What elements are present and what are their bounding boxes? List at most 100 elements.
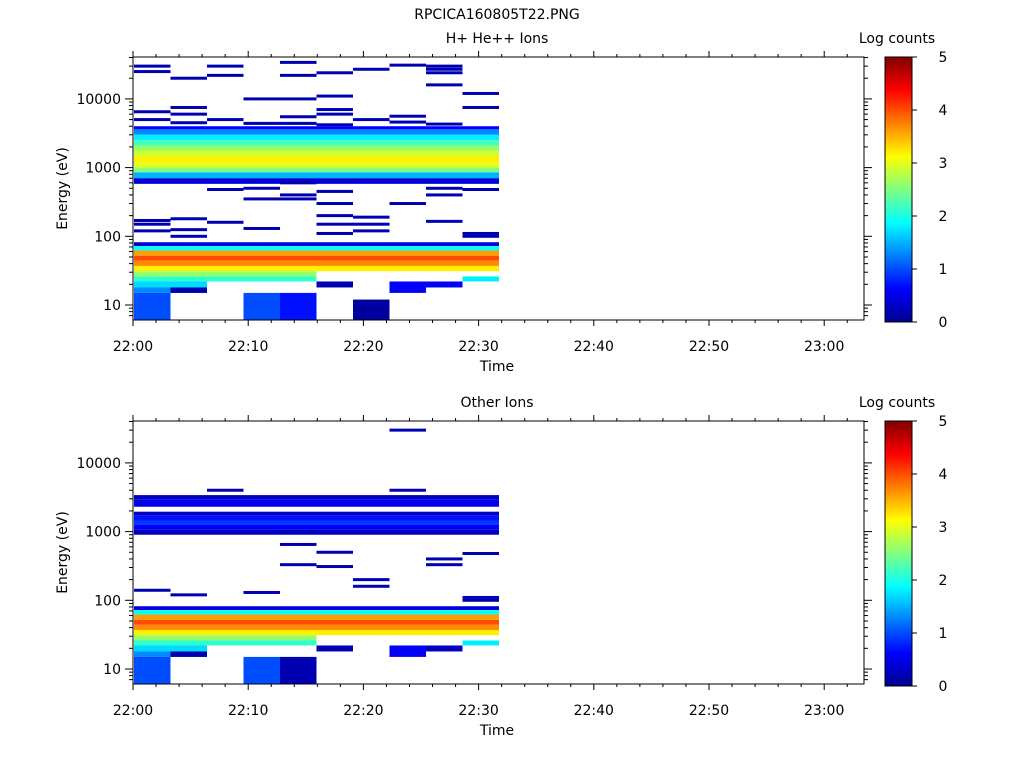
heatmap-line: [316, 231, 353, 235]
heatmap-line: [134, 110, 171, 114]
heatmap-line: [389, 428, 426, 432]
x-tick-label: 22:10: [228, 339, 268, 355]
heatmap-line: [280, 563, 317, 567]
x-axis-label: Time: [479, 723, 514, 739]
x-tick-label: 22:30: [458, 703, 498, 719]
heatmap-cell: [134, 271, 317, 277]
heatmap-line: [426, 67, 463, 71]
heatmap-line: [353, 215, 390, 219]
heatmap-line: [353, 229, 390, 233]
heatmap-line: [280, 97, 317, 101]
colorbar-gradient: [884, 420, 913, 687]
heatmap-line: [316, 189, 353, 193]
heatmap-line: [280, 542, 317, 546]
heatmap-cell: [134, 140, 499, 146]
heatmap-cell: [134, 242, 499, 247]
heatmap-cell: [134, 619, 499, 625]
heatmap-line: [243, 226, 280, 230]
x-tick-label: 22:50: [689, 703, 729, 719]
heatmap-cell: [280, 292, 317, 320]
heatmap-line: [170, 105, 207, 109]
heatmap-line: [462, 187, 499, 191]
heatmap-line: [243, 590, 280, 594]
x-tick-label: 23:00: [804, 339, 844, 355]
heatmap-line: [426, 563, 463, 567]
heatmap-line: [207, 220, 244, 224]
heatmap-cell: [134, 645, 207, 652]
heatmap-cell: [134, 281, 207, 288]
heatmap-line: [462, 234, 499, 238]
heatmap-line: [207, 73, 244, 77]
heatmap-cell: [134, 172, 499, 179]
heatmap-line: [426, 557, 463, 561]
heatmap-cell: [134, 635, 317, 641]
heatmap-cell: [243, 656, 280, 684]
heatmap-line: [426, 193, 463, 197]
heatmap-line: [280, 60, 317, 64]
heatmap-cell: [462, 640, 499, 646]
heatmap-line: [207, 488, 244, 492]
heatmap-line: [462, 551, 499, 555]
heatmap-line: [207, 118, 244, 122]
heatmap-line: [426, 186, 463, 190]
heatmap-cell: [134, 134, 499, 141]
colorbar-label: Log counts: [859, 395, 935, 411]
heatmap-line: [426, 219, 463, 223]
heatmap-line: [134, 70, 171, 74]
heatmap-cell: [134, 276, 317, 282]
heatmap-cell: [316, 645, 353, 652]
heatmap-line: [207, 64, 244, 68]
heatmap-cell: [134, 515, 499, 521]
heatmap-line: [462, 231, 499, 235]
heatmap-cell: [170, 287, 207, 293]
panel-h-he-ions: H+ He++ Ions 22:00 22:10 22:20 22:30 22:40 22:…: [55, 31, 948, 375]
heatmap-cell: [134, 529, 499, 535]
heatmap-cell: [134, 260, 499, 266]
heatmap-cell: [280, 656, 317, 684]
heatmap-cell: [134, 624, 499, 630]
x-tick-label: 22:40: [574, 703, 614, 719]
heatmap-cell: [134, 524, 499, 530]
heatmap-line: [243, 186, 280, 190]
x-axis-label: Time: [479, 359, 514, 375]
heatmap-cell: [462, 276, 499, 282]
heatmap-line: [462, 595, 499, 599]
heatmap-line: [280, 193, 317, 197]
heatmap-line: [170, 228, 207, 232]
colorbar-gradient: [884, 56, 913, 323]
colorbar: Log counts 0 1 2 3 4 5: [859, 31, 948, 331]
heatmap-line: [389, 63, 426, 67]
heatmap-line: [280, 115, 317, 119]
heatmap-cell: [134, 614, 499, 620]
heatmap-cell: [134, 265, 499, 272]
heatmap-line: [426, 71, 463, 75]
heatmap-line: [280, 197, 317, 201]
heatmap-cell: [134, 499, 499, 507]
heatmap-line: [389, 114, 426, 118]
heatmap-line: [280, 121, 317, 125]
heatmap-line: [170, 217, 207, 221]
heatmap-cell: [134, 129, 499, 135]
panel-other-ions: Other Ions 22:00 22:10 22:20 22:30 22:40 22:50…: [55, 395, 948, 739]
colorbar-tick-label: 4: [939, 467, 948, 483]
heatmap-line: [389, 120, 426, 124]
x-tick-label: 22:50: [689, 339, 729, 355]
heatmap-cell: [134, 640, 317, 646]
colorbar: Log counts 0 1 2 3 4 5: [859, 395, 948, 695]
heatmap-line: [316, 550, 353, 554]
heatmap-line: [316, 222, 353, 226]
heatmap-cell: [134, 178, 499, 184]
heatmap-line: [462, 91, 499, 95]
heatmap-line: [134, 118, 171, 122]
heatmap-line: [243, 197, 280, 201]
y-tick-label: 10000: [76, 456, 121, 472]
heatmap-cell: [134, 167, 499, 173]
heatmap-cell: [389, 281, 426, 293]
heatmap-line: [207, 187, 244, 191]
heatmap-line: [243, 97, 280, 101]
x-tick-label: 22:30: [458, 339, 498, 355]
heatmap-cell: [134, 606, 499, 611]
colorbar-label: Log counts: [859, 31, 935, 47]
heatmap-cell: [134, 145, 499, 151]
